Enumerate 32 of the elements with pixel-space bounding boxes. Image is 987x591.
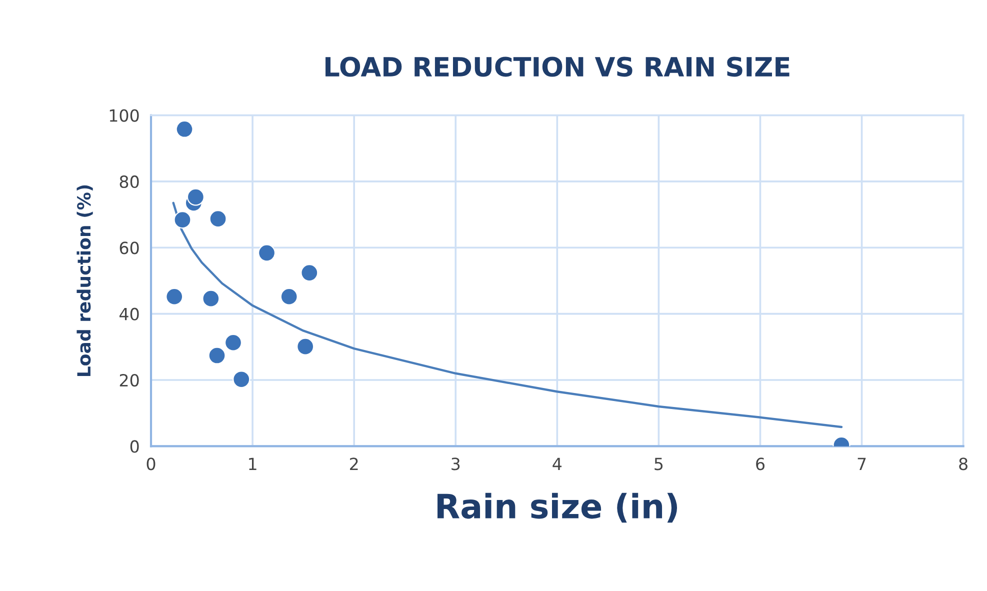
y-tick-label: 20 xyxy=(120,374,139,387)
line-series xyxy=(172,202,843,428)
y-tick-label: 80 xyxy=(120,175,139,188)
chart-title: LOAD REDUCTION VS RAIN SIZE xyxy=(326,56,790,77)
point xyxy=(208,346,226,364)
point xyxy=(174,211,192,229)
point xyxy=(224,334,242,352)
point xyxy=(232,370,250,388)
point xyxy=(300,264,318,282)
y-tick-label: 100 xyxy=(110,109,139,122)
y-axis-title: Load reduction (%) xyxy=(76,185,93,376)
x-tick-label: 5 xyxy=(654,458,663,470)
point xyxy=(209,210,227,228)
x-tick-label: 4 xyxy=(552,458,562,470)
x-tick-label: 2 xyxy=(350,458,358,470)
x-tick-label: 0 xyxy=(146,458,156,470)
x-tick-label: 6 xyxy=(756,458,764,470)
point xyxy=(280,288,298,306)
point xyxy=(186,188,204,206)
point xyxy=(296,338,314,356)
point xyxy=(202,290,220,308)
y-tick-label: 40 xyxy=(120,308,139,320)
x-tick-label: 1 xyxy=(249,458,256,470)
x-tick-label: 8 xyxy=(959,458,968,470)
y-tick-label: 60 xyxy=(120,242,139,254)
point xyxy=(176,120,194,138)
x-axis-title: Rain size (in) xyxy=(438,492,678,523)
y-tick-label: 0 xyxy=(130,440,139,453)
point xyxy=(166,288,184,306)
x-tick-label: 7 xyxy=(858,458,866,470)
x-tick-label: 3 xyxy=(452,458,460,470)
point xyxy=(258,244,276,262)
